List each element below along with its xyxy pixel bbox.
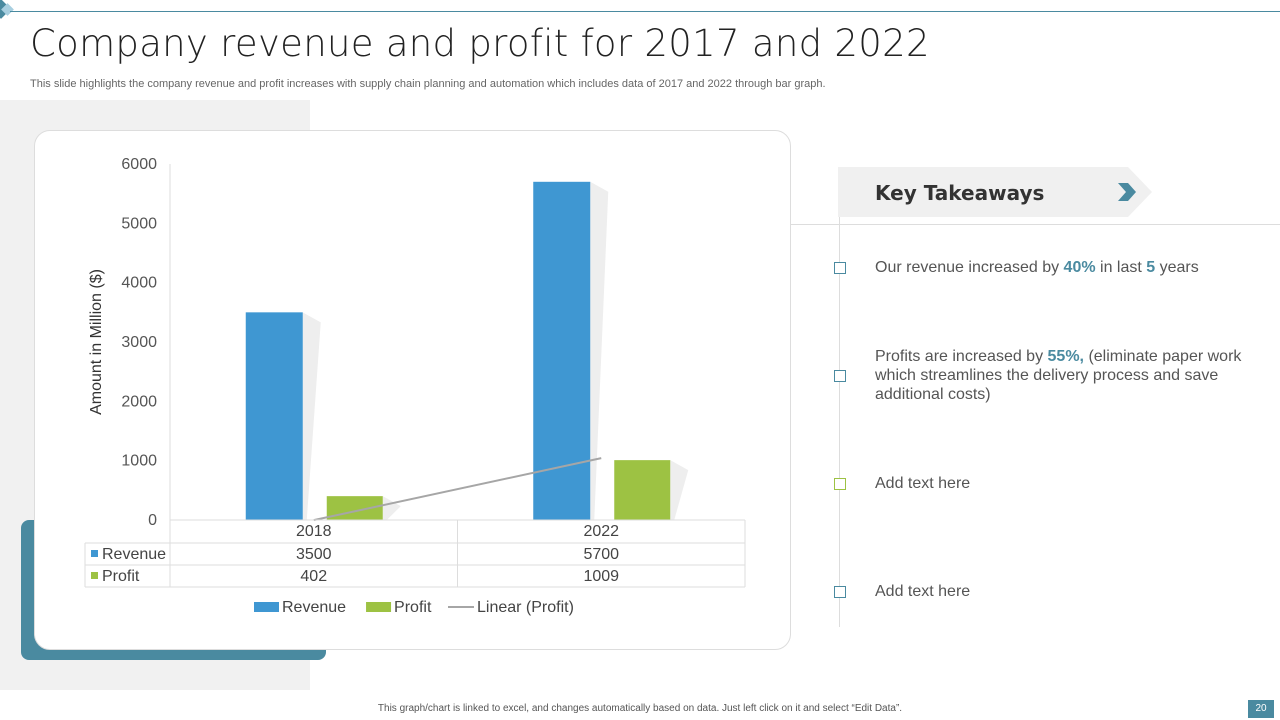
takeaway-item: Our revenue increased by 40% in last 5 y…: [875, 259, 1199, 276]
data-label: 402: [300, 568, 327, 585]
x-tick-label: 2022: [583, 523, 619, 540]
table-legend-key: [91, 572, 98, 579]
bullet-checkbox: [834, 370, 846, 382]
data-label: 3500: [296, 546, 332, 563]
y-tick-label: 6000: [121, 156, 157, 173]
y-tick-label: 1000: [121, 453, 157, 470]
bar-shadow: [590, 181, 609, 521]
bullet-checkbox: [834, 586, 846, 598]
timeline-line: [839, 217, 840, 627]
footer-note: This graph/chart is linked to excel, and…: [377, 703, 903, 714]
y-tick-label: 5000: [121, 215, 157, 232]
bar-shadow: [382, 496, 401, 520]
takeaway-item: Profits are increased by 55%, (eliminate…: [875, 348, 1242, 403]
bar-shadow: [670, 460, 689, 520]
table-series-label: Revenue: [102, 546, 166, 563]
key-takeaways-banner: [838, 167, 1152, 217]
bar-chart[interactable]: 0 1000 2000 3000 4000 5000 6000 Amount in Milli…: [0, 0, 800, 660]
legend-label: Profit: [394, 599, 432, 616]
table-series-label: Profit: [102, 568, 140, 585]
bar-shadow: [302, 312, 321, 520]
chart-card: [34, 130, 791, 650]
page-title: Company revenue and profit for 2017 and …: [30, 22, 930, 65]
table-legend-key: [91, 550, 98, 557]
data-label: 1009: [583, 568, 619, 585]
y-axis-label: Amount in Million ($): [88, 269, 105, 415]
page-number: 20: [1248, 700, 1274, 718]
takeaway-item: Add text here: [875, 475, 971, 492]
legend-label: Linear (Profit): [477, 599, 574, 616]
y-tick-label: 4000: [121, 275, 157, 292]
bullet-checkbox: [834, 478, 846, 490]
key-takeaways-heading: Key Takeaways: [875, 181, 1045, 205]
bullet-checkbox: [834, 262, 846, 274]
y-tick-label: 0: [148, 512, 157, 529]
y-tick-label: 3000: [121, 334, 157, 351]
legend-key: [254, 602, 279, 612]
bar-revenue[interactable]: [533, 181, 591, 521]
legend-label: Revenue: [282, 599, 346, 616]
bar-revenue[interactable]: [245, 312, 303, 520]
bar-profit[interactable]: [614, 460, 671, 520]
data-label: 5700: [583, 546, 619, 563]
divider: [790, 224, 1280, 225]
legend-key: [366, 602, 392, 612]
x-tick-label: 2018: [296, 523, 332, 540]
takeaway-item: Add text here: [875, 583, 971, 600]
y-tick-label: 2000: [121, 393, 157, 410]
top-rule: [10, 11, 1280, 12]
trendline: [313, 457, 602, 522]
chevron-right-icon: [1118, 183, 1136, 201]
page-subtitle: This slide highlights the company revenu…: [30, 78, 826, 90]
